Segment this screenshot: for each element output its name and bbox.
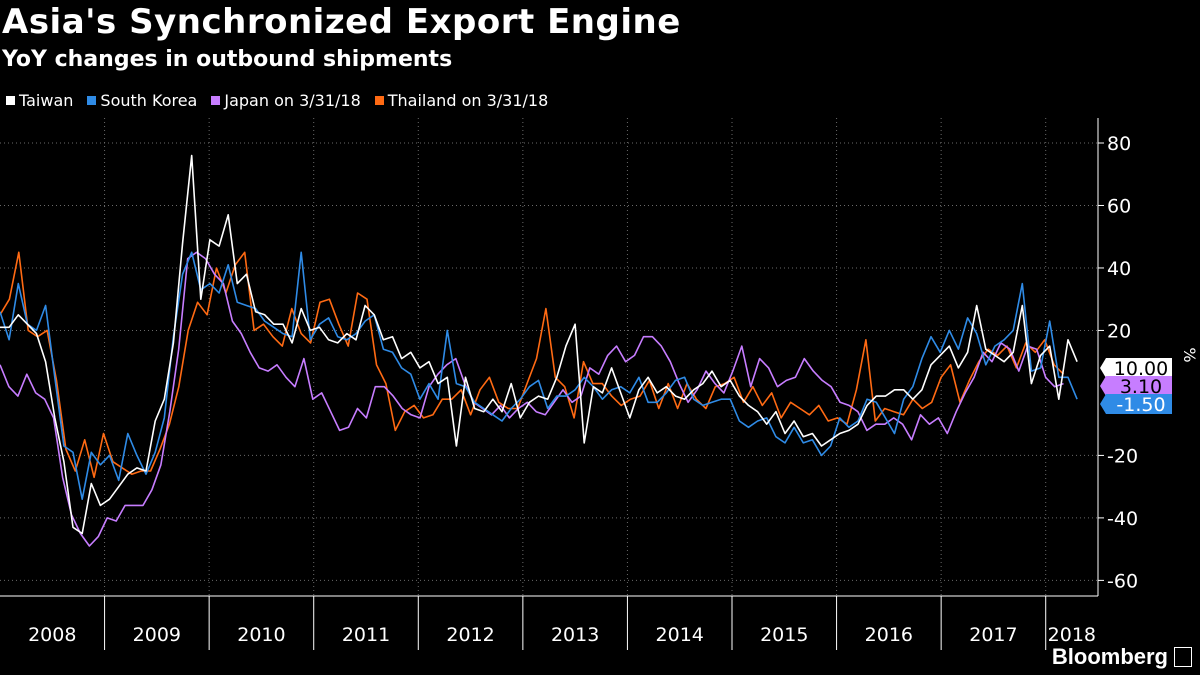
x-tick-label: 2014 — [656, 624, 704, 646]
y-tick-label: -40 — [1107, 508, 1138, 530]
y-axis-unit-label: % — [1180, 347, 1199, 362]
legend-label-south-korea: South Korea — [100, 91, 198, 110]
legend-label-thailand: Thailand on 3/31/18 — [387, 91, 549, 110]
bloomberg-mark-icon — [1174, 647, 1192, 667]
chart-title: Asia's Synchronized Export Engine — [2, 2, 681, 42]
end-value-tag — [1100, 394, 1172, 414]
x-tick-label: 2018 — [1048, 624, 1096, 646]
end-value-label: 10.00 — [1114, 358, 1168, 380]
y-tick-label: -60 — [1107, 570, 1138, 592]
legend-item-taiwan: Taiwan — [6, 91, 73, 110]
legend: Taiwan South Korea Japan on 3/31/18 Thai… — [6, 91, 548, 110]
y-tick-label: 60 — [1107, 195, 1131, 217]
legend-swatch-south-korea — [87, 96, 97, 105]
x-tick-label: 2017 — [969, 624, 1017, 646]
legend-swatch-thailand — [374, 96, 384, 105]
y-tick-label: -20 — [1107, 445, 1138, 467]
x-tick-label: 2010 — [237, 624, 285, 646]
x-tick-label: 2016 — [865, 624, 913, 646]
end-value-tag — [1100, 376, 1172, 396]
series-line-thailand — [0, 251, 1065, 479]
x-tick-label: 2012 — [446, 624, 494, 646]
bloomberg-logo: Bloomberg — [1051, 644, 1168, 669]
end-value-tag — [1100, 358, 1172, 378]
chart-subtitle: YoY changes in outbound shipments — [2, 47, 453, 72]
y-tick-label: 20 — [1107, 320, 1131, 342]
x-tick-label: 2009 — [133, 624, 181, 646]
x-tick-label: 2008 — [28, 624, 76, 646]
x-tick-label: 2011 — [342, 624, 390, 646]
legend-swatch-japan — [211, 96, 221, 105]
series-line-south — [0, 251, 1078, 501]
legend-label-taiwan: Taiwan — [19, 91, 74, 110]
legend-item-south-korea: South Korea — [87, 91, 197, 110]
series-line-taiwan — [0, 154, 1078, 535]
y-tick-label: 80 — [1107, 133, 1131, 155]
x-tick-label: 2015 — [760, 624, 808, 646]
series-line-japan — [0, 251, 1064, 547]
end-value-label: -1.50 — [1116, 394, 1165, 416]
x-tick-label: 2013 — [551, 624, 599, 646]
y-tick-label: 40 — [1107, 258, 1131, 280]
end-value-label: 3.10 — [1120, 376, 1162, 398]
legend-swatch-taiwan — [6, 96, 15, 105]
legend-label-japan: Japan on 3/31/18 — [224, 91, 361, 110]
legend-item-thailand: Thailand on 3/31/18 — [374, 91, 549, 110]
legend-item-japan: Japan on 3/31/18 — [211, 91, 361, 110]
